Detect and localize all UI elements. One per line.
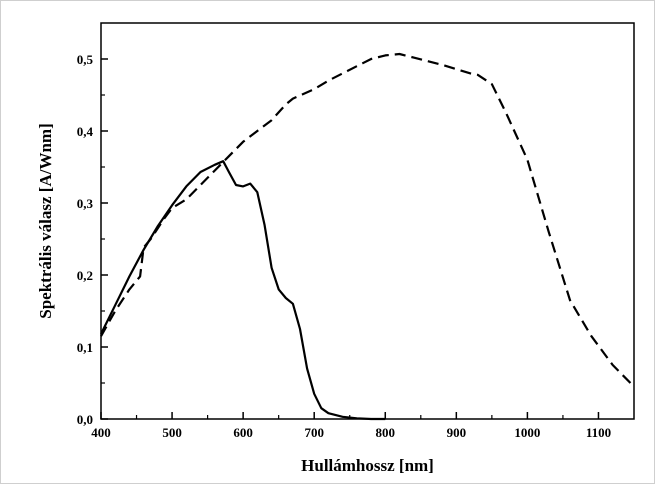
x-tick-label: 800 [376,425,396,440]
y-tick-label: 0,2 [77,268,93,283]
y-tick-label: 0,4 [77,124,94,139]
y-axis-ticks: 0,0 0,1 0,2 0,3 0,4 0,5 [77,52,108,427]
y-tick-label: 0,0 [77,412,93,427]
y-axis-title: Spektrális válasz [A/Wnm] [36,123,55,319]
x-tick-label: 400 [91,425,111,440]
x-tick-label: 500 [162,425,182,440]
solid-series-line [100,160,386,421]
x-tick-label: 1100 [586,425,611,440]
plot-area [100,22,635,420]
x-axis-ticks: 400 500 600 700 800 900 1000 1100 [91,412,611,440]
y-tick-label: 0,5 [77,52,94,67]
y-tick-label: 0,1 [77,340,93,355]
x-axis-title: Hullámhossz [nm] [301,456,434,475]
x-tick-label: 600 [233,425,253,440]
x-tick-label: 900 [447,425,467,440]
dashed-series-line [100,52,635,388]
y-tick-label: 0,3 [77,196,94,211]
series-layer [100,52,635,421]
x-tick-label: 700 [304,425,324,440]
x-tick-label: 1000 [514,425,540,440]
